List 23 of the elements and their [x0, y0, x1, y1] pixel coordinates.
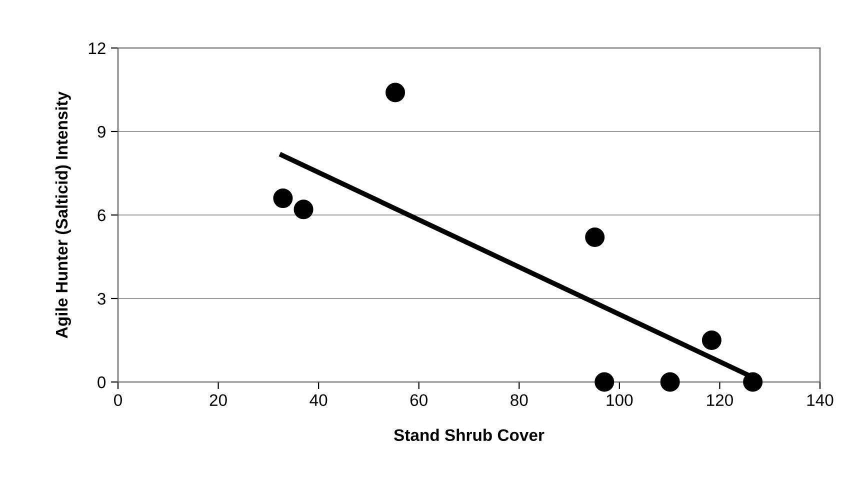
point — [585, 228, 605, 248]
point — [386, 82, 406, 102]
y-tick-label: 12 — [88, 42, 106, 54]
point — [743, 372, 763, 392]
x-tick-label: 20 — [210, 394, 227, 406]
x-axis-title: Stand Shrub Cover — [394, 428, 544, 442]
point — [273, 188, 293, 208]
point — [594, 372, 614, 392]
x-tick-label: 60 — [410, 394, 428, 406]
x-tick-label: 120 — [707, 394, 733, 406]
point — [702, 330, 722, 350]
x-tick-label: 0 — [114, 394, 122, 406]
x-tick-label: 80 — [510, 394, 528, 406]
point — [660, 372, 680, 392]
y-axis-title: Agile Hunter (Salticid) Intensity — [55, 91, 71, 338]
x-tick-label: 100 — [606, 394, 633, 406]
y-tick-label: 0 — [98, 376, 106, 388]
point — [294, 200, 314, 220]
x-tick-label: 140 — [807, 394, 834, 406]
y-tick-label: 9 — [98, 126, 106, 138]
x-tick-label: 40 — [310, 394, 328, 406]
y-tick-label: 3 — [98, 292, 106, 305]
y-tick-label: 6 — [98, 209, 106, 222]
